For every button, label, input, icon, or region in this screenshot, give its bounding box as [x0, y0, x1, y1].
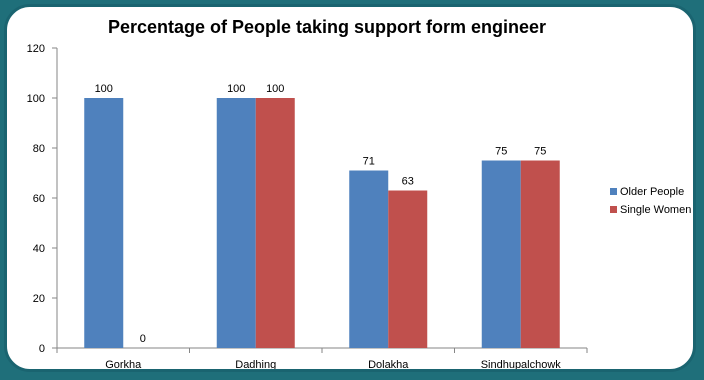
legend-swatch — [610, 188, 617, 195]
legend-label: Single Women — [620, 204, 691, 216]
x-category-label: Sindhupalchowk — [481, 359, 562, 369]
y-tick-label: 100 — [27, 93, 45, 105]
data-label: 100 — [95, 83, 113, 95]
data-label: 100 — [266, 83, 284, 95]
chart-title: Percentage of People taking support form… — [108, 17, 546, 37]
data-label: 71 — [363, 156, 375, 168]
data-label: 63 — [402, 176, 414, 188]
legend: Older People Single Women — [610, 186, 691, 216]
bar — [349, 170, 389, 348]
bar — [216, 98, 256, 348]
y-tick-label: 20 — [33, 293, 45, 305]
bar-chart: Percentage of People taking support form… — [27, 17, 692, 369]
bar — [520, 160, 560, 348]
data-label: 0 — [140, 333, 146, 345]
bar — [255, 98, 295, 348]
bars — [84, 98, 560, 348]
chart-frame: Percentage of People taking support form… — [4, 4, 696, 372]
data-label: 100 — [227, 83, 245, 95]
bar — [388, 190, 428, 348]
legend-label: Older People — [620, 186, 684, 198]
data-labels: 100 0 100 100 71 63 75 75 — [95, 83, 547, 345]
axes: 0 20 40 60 80 100 120 Gorkha Dadhing Dolakha Sindh… — [27, 43, 588, 369]
x-category-label: Gorkha — [105, 359, 142, 369]
data-label: 75 — [495, 146, 507, 158]
y-tick-label: 60 — [33, 193, 45, 205]
y-tick-label: 80 — [33, 143, 45, 155]
x-category-label: Dolakha — [368, 359, 409, 369]
y-tick-label: 120 — [27, 43, 45, 55]
bar — [481, 160, 521, 348]
data-label: 75 — [534, 146, 546, 158]
legend-swatch — [610, 206, 617, 213]
y-tick-label: 40 — [33, 243, 45, 255]
x-category-label: Dadhing — [235, 359, 276, 369]
y-tick-label: 0 — [39, 343, 45, 355]
bar — [84, 98, 124, 348]
